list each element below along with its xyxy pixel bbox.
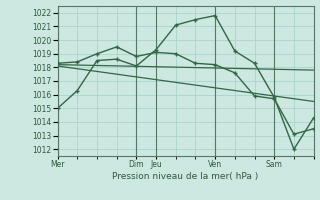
X-axis label: Pression niveau de la mer( hPa ): Pression niveau de la mer( hPa ) <box>112 172 259 181</box>
